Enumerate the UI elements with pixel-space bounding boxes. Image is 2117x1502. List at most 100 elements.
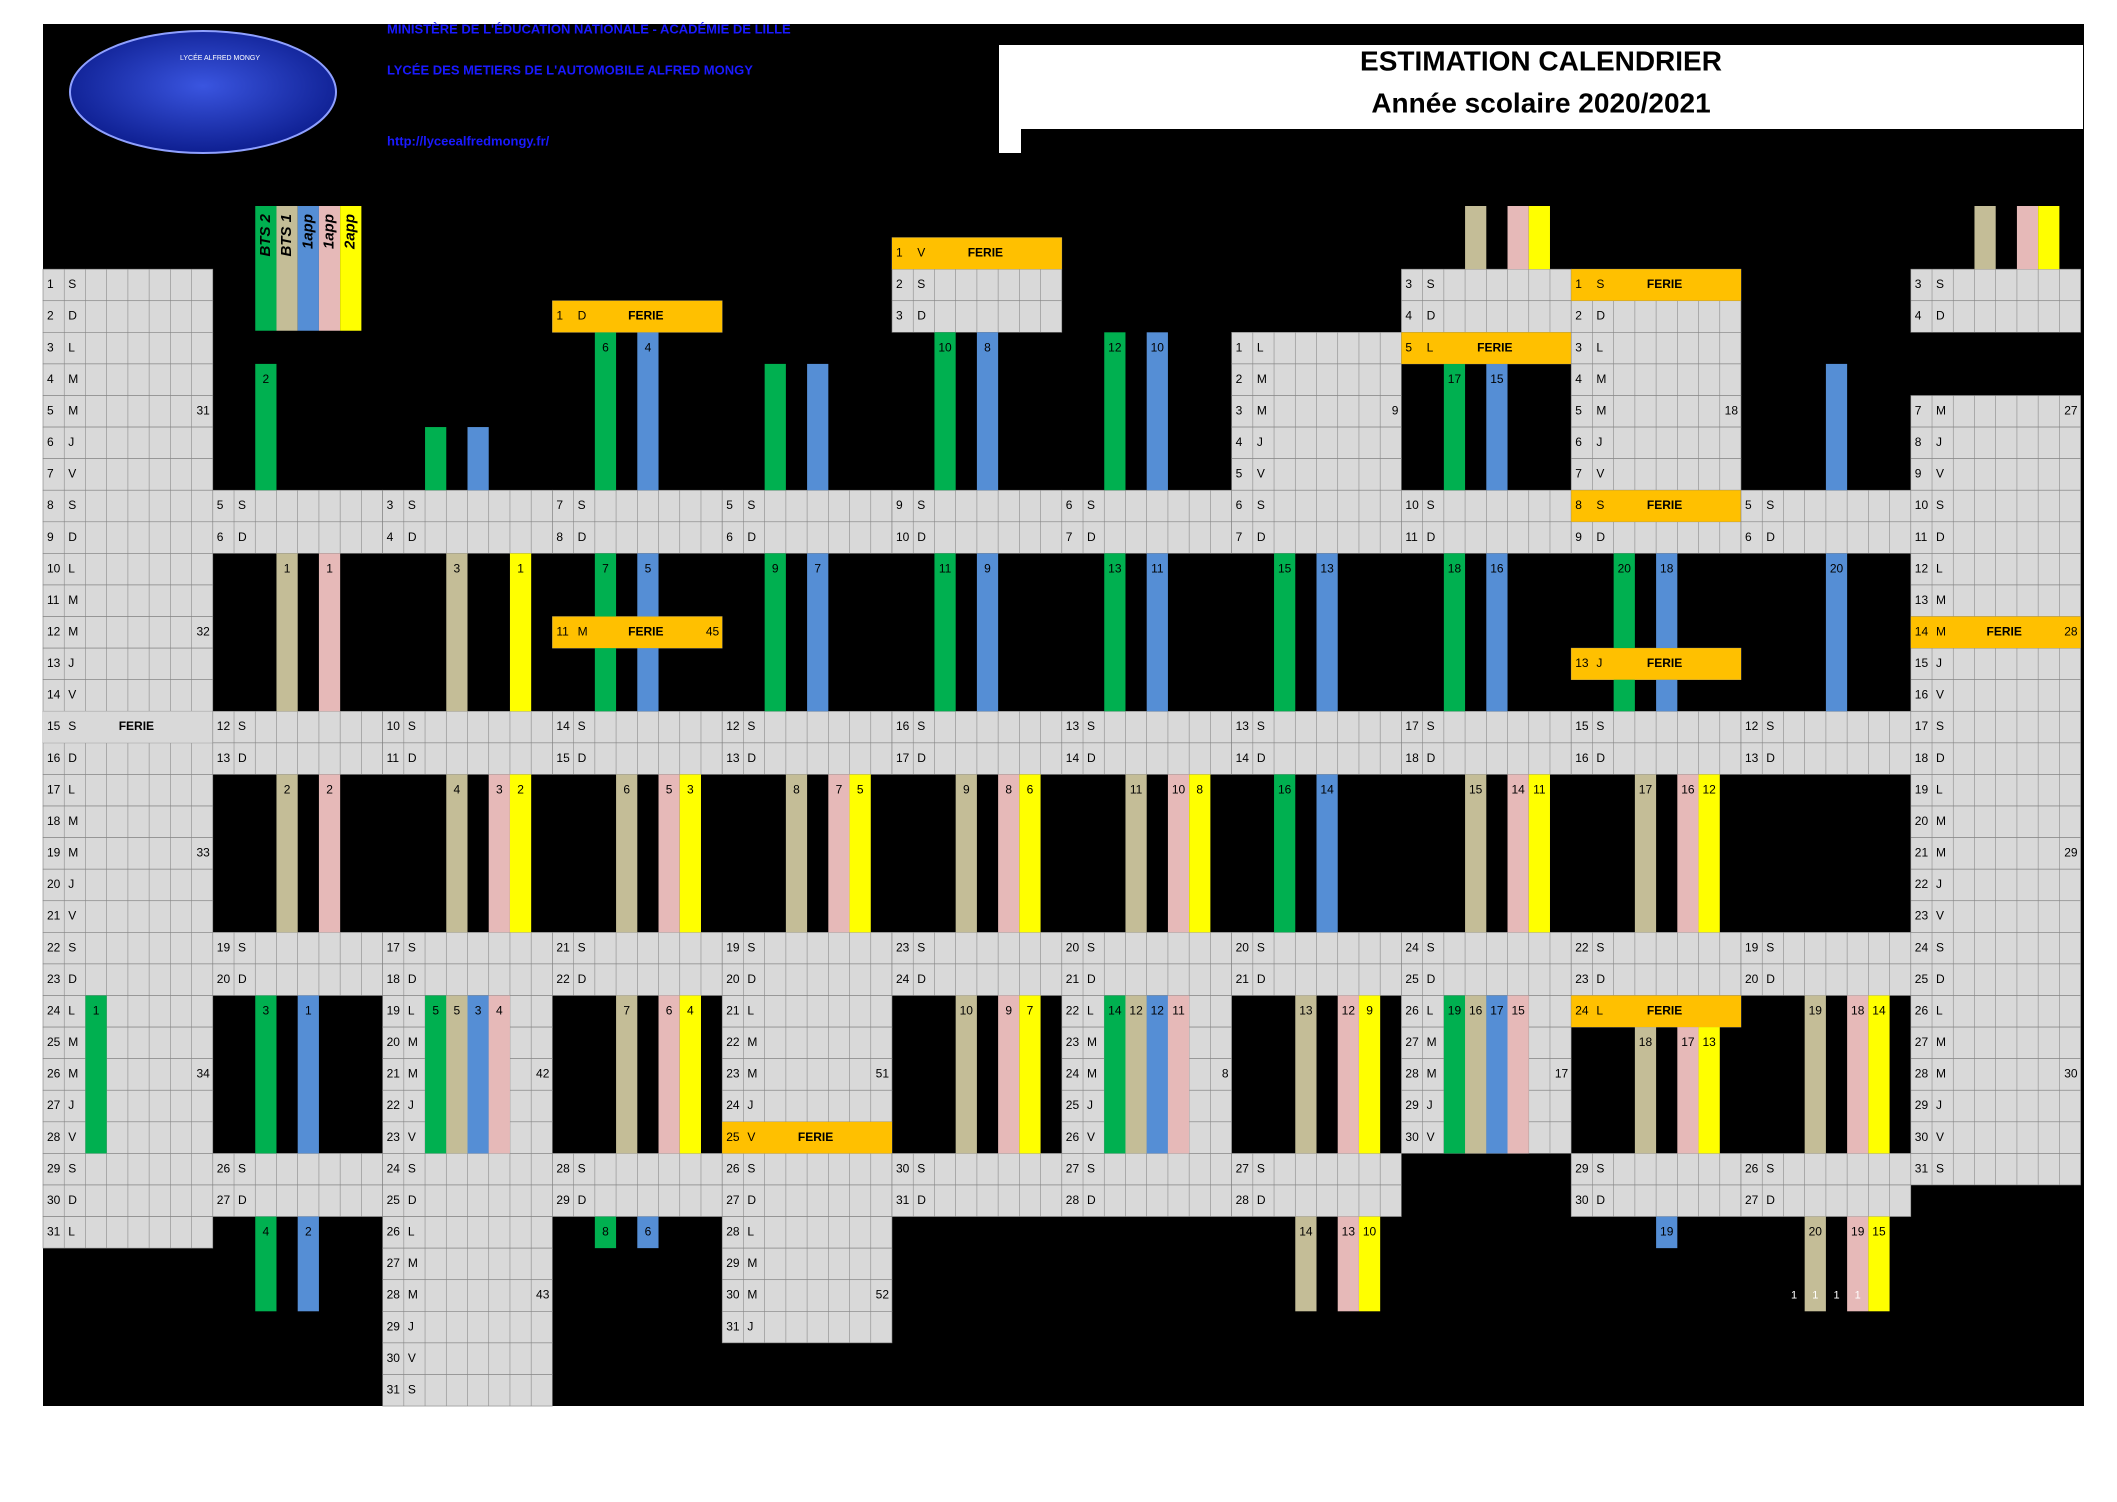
- day-letter: D: [238, 1193, 247, 1207]
- course-bar: [1358, 1216, 1381, 1312]
- course-bar: [1507, 774, 1529, 933]
- day-letter: V: [1936, 467, 1944, 481]
- course-bar: [1613, 553, 1635, 712]
- course-bar: [85, 995, 107, 1154]
- day-letter: D: [1766, 972, 1775, 986]
- holiday-label: FERIE: [628, 625, 663, 639]
- day-number: 31: [47, 1225, 61, 1239]
- holiday-row: [1571, 648, 1741, 680]
- day-letter: J: [747, 1319, 753, 1333]
- course-bar: [1634, 774, 1657, 933]
- day-number: 23: [896, 940, 910, 954]
- day-number: 3: [1236, 403, 1243, 417]
- course-bar: [1507, 206, 1529, 270]
- course-bar: [446, 553, 468, 712]
- day-number: 28: [47, 1130, 61, 1144]
- day-letter: D: [238, 972, 247, 986]
- day-number: 19: [47, 846, 61, 860]
- day-letter: S: [1936, 940, 1944, 954]
- day-letter: J: [1936, 435, 1942, 449]
- day-number: 20: [726, 972, 740, 986]
- day-letter: D: [1936, 530, 1945, 544]
- day-letter: D: [1596, 530, 1605, 544]
- day-letter: M: [1936, 1067, 1946, 1081]
- holiday-row: [1571, 269, 1741, 301]
- day-number: 5: [217, 498, 224, 512]
- day-letter: S: [578, 1161, 586, 1175]
- holiday-row: [43, 711, 213, 743]
- day-number: 21: [387, 1067, 401, 1081]
- day-number: 4: [1405, 309, 1412, 323]
- day-letter: D: [578, 1193, 587, 1207]
- day-letter: S: [1087, 940, 1095, 954]
- week-number: 34: [196, 1067, 210, 1081]
- week-number: 30: [2064, 1067, 2078, 1081]
- day-letter: V: [68, 467, 76, 481]
- week-number: 8: [1222, 1067, 1229, 1081]
- day-letter: D: [1766, 751, 1775, 765]
- day-number: 6: [1575, 435, 1582, 449]
- week-count: 16: [1278, 782, 1292, 796]
- day-number: 7: [47, 467, 54, 481]
- day-letter: L: [1596, 340, 1603, 354]
- day-letter: M: [1257, 372, 1267, 386]
- day-letter: S: [747, 498, 755, 512]
- day-number: 4: [47, 372, 54, 386]
- course-bar: [976, 332, 999, 491]
- course-bar: [807, 553, 829, 712]
- day-number: 21: [1066, 972, 1080, 986]
- tally-label: 1: [1833, 1289, 1839, 1301]
- course-bar: [1465, 206, 1487, 270]
- day-letter: S: [1766, 498, 1774, 512]
- day-letter: L: [747, 1003, 754, 1017]
- course-bar: [1825, 553, 1848, 712]
- course-bar: [807, 363, 829, 491]
- day-number: 26: [726, 1161, 740, 1175]
- day-number: 30: [47, 1193, 61, 1207]
- day-letter: D: [408, 530, 417, 544]
- day-letter: M: [68, 403, 78, 417]
- course-bar: [297, 995, 319, 1154]
- week-count: 9: [772, 561, 779, 575]
- day-number: 4: [1575, 372, 1582, 386]
- day-number: 26: [1066, 1130, 1080, 1144]
- day-letter: D: [408, 1193, 417, 1207]
- day-letter: D: [1427, 751, 1436, 765]
- week-count: 12: [1129, 1003, 1143, 1017]
- week-number: 31: [196, 403, 210, 417]
- day-letter: M: [747, 1067, 757, 1081]
- course-bar: [1019, 774, 1041, 933]
- day-number: 2: [47, 309, 54, 323]
- day-number: 28: [1066, 1193, 1080, 1207]
- week-number: 33: [196, 846, 210, 860]
- week-number: 43: [536, 1288, 550, 1302]
- day-letter: D: [238, 530, 247, 544]
- day-letter: J: [1596, 435, 1602, 449]
- day-number: 6: [47, 435, 54, 449]
- day-letter: S: [238, 498, 246, 512]
- day-letter: S: [238, 719, 246, 733]
- day-number: 7: [1066, 530, 1073, 544]
- day-letter: S: [68, 498, 76, 512]
- logo-text: LYCÉE ALFRED MONGY: [180, 53, 260, 62]
- course-bar: [594, 332, 617, 491]
- day-number: 30: [1915, 1130, 1929, 1144]
- holiday-label: FERIE: [1647, 656, 1682, 670]
- legend-label: 1app: [321, 214, 338, 249]
- day-letter: M: [747, 1288, 757, 1302]
- course-bar: [1189, 774, 1211, 933]
- legend-swatch: [297, 206, 319, 331]
- course-bar: [1146, 995, 1168, 1154]
- week-count: 1: [517, 561, 524, 575]
- course-bar: [1677, 774, 1699, 933]
- day-number: 6: [1236, 498, 1243, 512]
- day-number: 2: [1575, 309, 1582, 323]
- day-letter: M: [408, 1288, 418, 1302]
- day-number: 12: [726, 719, 740, 733]
- day-letter: D: [68, 309, 77, 323]
- day-number: 31: [896, 1193, 910, 1207]
- day-letter: D: [1936, 309, 1945, 323]
- day-letter: M: [747, 1035, 757, 1049]
- school-url: http://lyceealfredmongy.fr/: [387, 133, 550, 148]
- day-letter: V: [1257, 467, 1265, 481]
